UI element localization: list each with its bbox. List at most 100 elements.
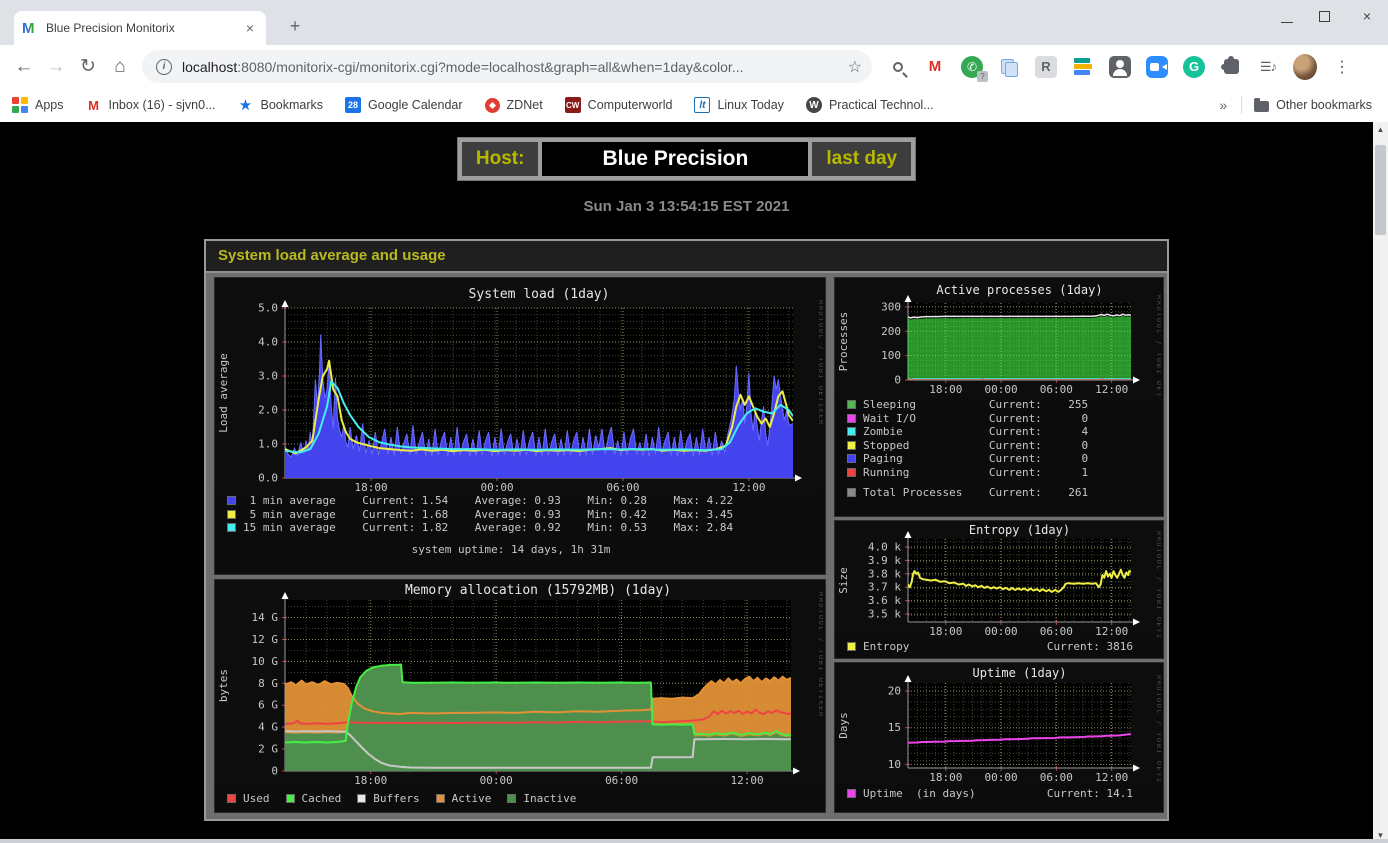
- svg-text:3.6 k: 3.6 k: [868, 594, 901, 607]
- svg-text:18:00: 18:00: [355, 481, 388, 494]
- svg-text:06:00: 06:00: [605, 774, 638, 787]
- linux-today-icon: lt: [694, 97, 711, 113]
- new-tab-button[interactable]: +: [289, 16, 301, 36]
- scroll-down-icon[interactable]: ▼: [1376, 831, 1385, 840]
- svg-text:Active processes (1day): Active processes (1day): [936, 283, 1102, 297]
- scrollbar-thumb[interactable]: [1375, 145, 1386, 235]
- graph-image: 18:00 00:00 06:00 12:00 0 2 G 4 G 6 G 8 G 10 G 12 …: [215, 580, 823, 788]
- legend-row: 1 min average Current: 1.54 Average: 0.9…: [227, 494, 825, 508]
- back-button[interactable]: ←: [14, 55, 34, 77]
- account-extension-icon[interactable]: [1108, 55, 1132, 79]
- legend-item: Used: [227, 792, 270, 805]
- bookmark-zdnet[interactable]: ZDNet: [484, 97, 543, 113]
- graph-image: 18:00 00:00 06:00 12:00 3.5 k3.6 k3.7 k3.8 k…: [835, 521, 1161, 637]
- maximize-button[interactable]: [1319, 11, 1330, 22]
- minimize-button[interactable]: [1281, 10, 1293, 23]
- svg-text:Days: Days: [837, 712, 850, 739]
- puzzle-icon: [1220, 56, 1239, 74]
- wordpress-icon: W: [805, 97, 822, 113]
- home-button[interactable]: ⌂: [114, 55, 126, 77]
- svg-text:System load (1day): System load (1day): [469, 287, 610, 302]
- bookmark-practical-technology[interactable]: W Practical Technol...: [805, 97, 934, 113]
- legend-row: 5 min average Current: 1.68 Average: 0.9…: [227, 508, 825, 522]
- playlist-icon[interactable]: ☰♪: [1259, 58, 1277, 74]
- legend-row: Sleeping Current: 255: [847, 398, 1163, 412]
- bookmark-google-calendar[interactable]: 28 Google Calendar: [345, 97, 463, 113]
- bookmark-bookmarks[interactable]: ★ Bookmarks: [238, 97, 324, 114]
- svg-text:2.0: 2.0: [258, 404, 278, 417]
- entropy-panel[interactable]: 18:00 00:00 06:00 12:00 3.5 k 3.6 k 3.7 k 3.8 k…: [834, 520, 1164, 659]
- copy-extension-icon[interactable]: [997, 55, 1021, 79]
- question-badge: ?: [977, 70, 988, 82]
- phone-extension-icon[interactable]: ✆?: [960, 55, 988, 82]
- graph-image: 18:00 00:00 06:00 12:00 0.0 1.0 2.0 3.0 4.0 5.0 Sy…: [215, 278, 823, 494]
- calendar-icon: 28: [345, 97, 362, 113]
- period-label[interactable]: last day: [812, 142, 912, 176]
- url-text[interactable]: localhost:8080/monitorix-cgi/monitorix.c…: [182, 59, 842, 75]
- scroll-up-icon[interactable]: ▲: [1376, 125, 1385, 134]
- browser-tab[interactable]: M Blue Precision Monitorix ×: [14, 11, 266, 45]
- svg-text:4 G: 4 G: [258, 721, 278, 734]
- host-name: Blue Precision: [542, 142, 809, 176]
- tab-title: Blue Precision Monitorix: [46, 21, 175, 35]
- svg-text:18:00: 18:00: [929, 383, 962, 396]
- svg-text:Size: Size: [837, 567, 850, 594]
- bookmark-apps[interactable]: Apps: [12, 97, 64, 113]
- active-processes-panel[interactable]: 18:00 00:00 06:00 12:00 0 100 200 300 Active pro…: [834, 277, 1164, 517]
- gmail-extension-icon[interactable]: M: [928, 58, 942, 75]
- profile-avatar[interactable]: [1293, 53, 1317, 80]
- system-load-panel[interactable]: 18:00 00:00 06:00 12:00 0.0 1.0 2.0 3.0 4.0 5.0 Sy…: [214, 277, 826, 575]
- person-icon: [1109, 55, 1131, 78]
- memory-allocation-panel[interactable]: 18:00 00:00 06:00 12:00 0 2 G 4 G 6 G 8 G 10 G 12 …: [214, 579, 826, 813]
- other-bookmarks[interactable]: Other bookmarks: [1254, 97, 1372, 112]
- svg-text:3.7 k: 3.7 k: [868, 581, 901, 594]
- svg-text:5.0: 5.0: [258, 302, 278, 315]
- close-button[interactable]: ×: [1362, 8, 1372, 24]
- reload-button[interactable]: ↻: [80, 56, 96, 77]
- svg-text:06:00: 06:00: [606, 481, 639, 494]
- legend-row: Entropy Current: 3816: [847, 640, 1163, 653]
- svg-text:6 G: 6 G: [258, 699, 278, 712]
- folder-icon: [1254, 97, 1270, 112]
- svg-text:0: 0: [894, 374, 901, 387]
- bookmarks-overflow-icon[interactable]: »: [1219, 97, 1228, 113]
- svg-text:8 G: 8 G: [258, 677, 278, 690]
- graph-legend: Sleeping Current: 255 Wait I/O Current: 0…: [835, 398, 1163, 500]
- library-extension-icon[interactable]: [1071, 55, 1095, 79]
- bookmark-linux-today[interactable]: lt Linux Today: [694, 97, 784, 113]
- browser-menu-icon[interactable]: ⋮: [1334, 58, 1350, 76]
- tab-close-icon[interactable]: ×: [245, 20, 254, 36]
- svg-text:RRDTOOL / TOBI OETIKER: RRDTOOL / TOBI OETIKER: [1155, 675, 1161, 784]
- svg-text:00:00: 00:00: [480, 481, 513, 494]
- page-scrollbar[interactable]: ▲ ▼: [1373, 122, 1388, 843]
- svg-text:12 G: 12 G: [252, 633, 279, 646]
- url-bar[interactable]: i localhost:8080/monitorix-cgi/monitorix…: [142, 50, 872, 83]
- r-extension-icon[interactable]: R: [1034, 55, 1058, 79]
- page-info-icon[interactable]: i: [156, 58, 172, 75]
- bookmark-inbox[interactable]: M Inbox (16) - sjvn0...: [86, 97, 215, 113]
- extensions-button[interactable]: [1219, 55, 1243, 79]
- zoom-extension-icon[interactable]: [1145, 55, 1169, 79]
- legend-row: 15 min average Current: 1.82 Average: 0.…: [227, 521, 825, 535]
- search-extension-icon[interactable]: [886, 55, 910, 79]
- svg-text:18:00: 18:00: [929, 771, 962, 784]
- graph-image: 18:00 00:00 06:00 12:00 10 15 20 Uptime (1day) D…: [835, 663, 1161, 784]
- svg-text:0: 0: [271, 765, 278, 778]
- svg-text:12:00: 12:00: [1095, 383, 1128, 396]
- bookmark-star-icon[interactable]: ☆: [847, 58, 862, 76]
- legend-row: Paging Current: 0: [847, 452, 1163, 466]
- grammarly-extension-icon[interactable]: G: [1182, 55, 1206, 79]
- uptime-panel[interactable]: 18:00 00:00 06:00 12:00 10 15 20 Uptime (1day) D…: [834, 662, 1164, 813]
- section-title: System load average and usage: [206, 241, 1167, 273]
- host-selector: Host: Blue Precision last day: [456, 137, 917, 181]
- copy-pages-icon: [1001, 58, 1018, 77]
- svg-text:00:00: 00:00: [985, 771, 1018, 784]
- r-letter-icon: R: [1035, 55, 1057, 78]
- svg-text:18:00: 18:00: [354, 774, 387, 787]
- svg-text:20: 20: [888, 685, 901, 698]
- bookmark-computerworld[interactable]: CW Computerworld: [564, 97, 673, 113]
- forward-button[interactable]: →: [46, 55, 66, 77]
- monitorix-page: Host: Blue Precision last day Sun Jan 3 …: [0, 122, 1373, 843]
- svg-text:06:00: 06:00: [1040, 771, 1073, 784]
- legend-row: Wait I/O Current: 0: [847, 412, 1163, 426]
